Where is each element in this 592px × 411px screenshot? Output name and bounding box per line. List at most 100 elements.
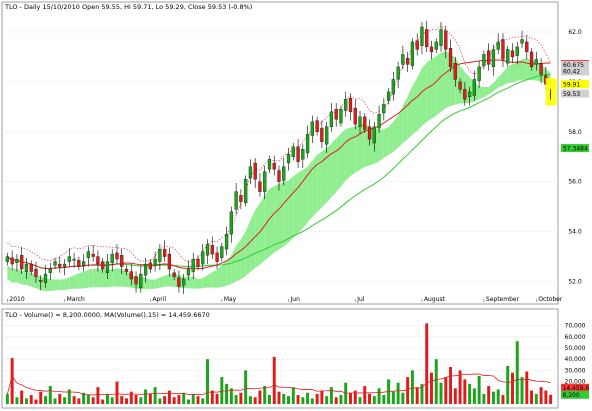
volume-bar (449, 367, 453, 404)
cloud-segment (483, 86, 489, 97)
candle-body (134, 276, 138, 285)
candle-body (163, 248, 167, 257)
volume-bar (144, 389, 148, 404)
candle-body (62, 263, 67, 267)
cloud-segment (107, 269, 113, 288)
volume-bar (387, 379, 391, 404)
volume-bar (48, 386, 52, 404)
cloud-segment (221, 260, 227, 288)
candle-body (205, 243, 210, 256)
volume-bar (458, 370, 462, 404)
cloud-segment (226, 255, 232, 286)
volume-bar (463, 379, 467, 404)
cloud-segment (121, 269, 127, 287)
candle-body (277, 170, 281, 182)
volume-badge-bg (561, 390, 589, 399)
candle-body (215, 252, 219, 262)
volume-bar (377, 388, 381, 404)
candle-body (525, 41, 529, 53)
volume-bar (368, 393, 372, 404)
candle-body (453, 63, 457, 80)
cloud-segment (240, 231, 246, 280)
candle-body (301, 149, 305, 160)
candle-body (429, 46, 434, 53)
price-x-axis: 2010 March April May Jun Jul August September Oc… (7, 296, 563, 303)
cloud-segment (507, 64, 513, 84)
candle-body (401, 54, 405, 65)
candle-body (258, 181, 262, 192)
month-label: Jun (290, 296, 301, 303)
volume-bar (491, 391, 495, 404)
candle-body (20, 255, 24, 270)
cloud-segment (317, 151, 322, 213)
candle-body (172, 272, 176, 277)
cloud-segment (417, 68, 422, 132)
volume-bar (472, 388, 476, 404)
candle-body (81, 261, 86, 266)
volume-bar (296, 395, 300, 404)
candle-body (186, 268, 191, 276)
cloud-segment (288, 176, 294, 243)
cloud-segment (21, 270, 27, 286)
candle-body (263, 171, 267, 192)
volume-bar (120, 396, 124, 404)
volume-bar (148, 393, 152, 404)
volume-bar (196, 396, 200, 404)
volume-bar (96, 387, 100, 404)
candle-body (110, 253, 114, 263)
price-panel (1, 1, 559, 305)
volume-bar (434, 359, 438, 404)
cloud-segment (517, 59, 523, 81)
month-label: May (224, 296, 237, 303)
candle-body (39, 280, 43, 282)
candle-body (115, 252, 119, 260)
candle-body (444, 30, 448, 50)
cloud-segment (150, 279, 156, 290)
volume-bar (301, 397, 305, 404)
volume-bar (91, 397, 95, 404)
volume-tick-label: 40,000 (565, 356, 586, 363)
volume-tick-label: 70,000 (565, 323, 586, 330)
price-badge-bg (561, 144, 589, 153)
candle-body (58, 263, 62, 267)
volume-bar (549, 394, 553, 404)
candle-body (520, 39, 524, 44)
cloud-segment (436, 52, 442, 116)
candle-body (353, 107, 357, 125)
cloud-segment (398, 105, 403, 148)
volume-bar (425, 323, 429, 404)
volume-bar (220, 377, 224, 404)
candle-body (363, 116, 367, 130)
cloud-segment (16, 268, 22, 285)
cloud-segment (116, 268, 122, 287)
cloud-segment (312, 154, 318, 217)
volume-bar (201, 398, 205, 404)
volume-bar (287, 396, 291, 404)
cloud-segment (159, 275, 165, 288)
candle-body (158, 248, 162, 262)
volume-bar (82, 392, 86, 404)
candle-body (224, 233, 229, 250)
cloud-segment (283, 180, 289, 247)
candle-body (448, 48, 453, 68)
volume-bar (520, 377, 524, 404)
volume-bar (258, 390, 262, 404)
cloud-segment (383, 127, 389, 158)
candle-body (24, 263, 29, 272)
volume-bar (363, 386, 367, 404)
volume-bar (401, 392, 405, 404)
volume-bar (210, 390, 214, 404)
candle-body (463, 89, 467, 100)
candle-body (358, 116, 362, 127)
volume-bar (396, 382, 400, 404)
volume-bar (63, 397, 67, 404)
candle-body (386, 91, 391, 101)
cloud-segment (59, 279, 65, 291)
volume-bar (10, 358, 14, 404)
volume-bar (382, 395, 386, 404)
volume-ma-line (6, 373, 551, 396)
candle-body (410, 41, 415, 66)
candle-body (253, 162, 257, 180)
volume-bar (58, 393, 62, 404)
last-bar-highlight (545, 78, 557, 106)
